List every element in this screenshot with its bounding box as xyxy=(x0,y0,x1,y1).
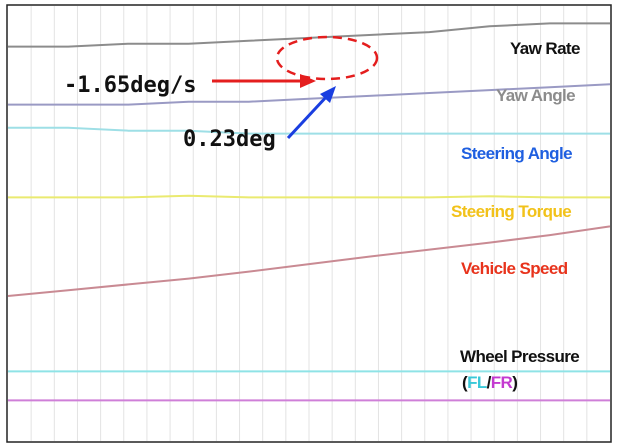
paren-close: ) xyxy=(512,373,517,392)
series-line-steering-torque xyxy=(8,194,610,199)
series-line-vehicle-speed xyxy=(7,225,611,297)
label-fl: FL xyxy=(467,373,487,392)
series-line-steering-angle xyxy=(8,126,610,135)
label-wheel-pressure-legend: (FL/FR) xyxy=(462,373,517,392)
slash: / xyxy=(487,373,492,392)
label-wheel-pressure: Wheel Pressure xyxy=(460,347,579,366)
arrow-red-head xyxy=(300,74,316,88)
label-fr: FR xyxy=(491,373,513,392)
label-steering-angle: Steering Angle xyxy=(461,144,572,163)
label-yaw-rate: Yaw Rate xyxy=(510,39,580,58)
label-yaw-angle: Yaw Angle xyxy=(496,86,575,105)
series-line-yaw-angle xyxy=(8,83,611,106)
arrow-blue xyxy=(286,93,330,140)
highlight-ellipse xyxy=(275,35,379,81)
label-steering-torque: Steering Torque xyxy=(451,202,571,221)
arrow-blue-head xyxy=(320,86,336,103)
annotation-yaw-angle-value: 0.23deg xyxy=(183,127,276,152)
label-vehicle-speed: Vehicle Speed xyxy=(461,259,568,278)
annotation-yaw-rate-value: -1.65deg/s xyxy=(64,73,196,98)
series-lines xyxy=(7,22,611,402)
paren-open: ( xyxy=(462,373,468,392)
